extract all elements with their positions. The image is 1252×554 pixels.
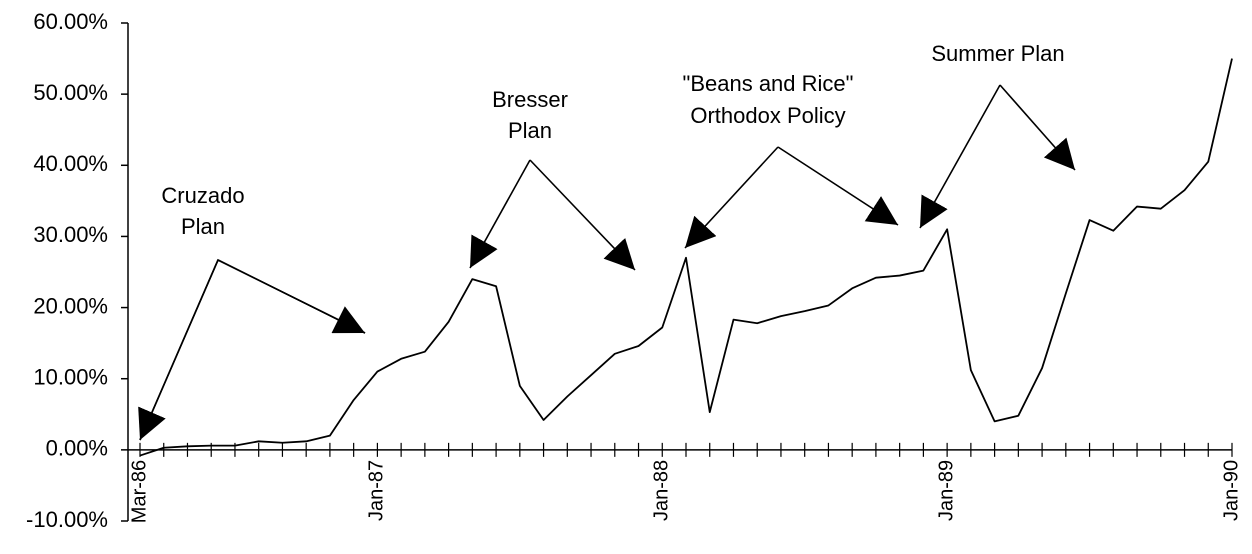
annotation: Orthodox Policy <box>690 103 845 128</box>
x-tick-label: Jan-87 <box>366 460 388 521</box>
annotation: Plan <box>508 118 552 143</box>
y-tick-label: 20.00% <box>33 293 108 318</box>
arrow <box>139 258 366 441</box>
annotation: Bresser <box>492 87 568 112</box>
y-tick-label: 60.00% <box>33 9 108 34</box>
arrow <box>469 159 531 269</box>
arrow <box>777 146 899 226</box>
x-tick-label: Jan-88 <box>651 460 673 521</box>
arrow <box>999 84 1076 171</box>
y-tick-label: 50.00% <box>33 80 108 105</box>
annotations: Cruzado Plan Bresser Plan "Beans and Ric… <box>161 41 1064 239</box>
y-tick-label: 40.00% <box>33 151 108 176</box>
y-tick-label: 10.00% <box>33 365 108 390</box>
data-line <box>139 58 1233 457</box>
annotation: "Beans and Rice" <box>683 71 854 96</box>
arrow <box>138 259 219 441</box>
arrow <box>217 259 366 334</box>
y-tick-label: -10.00% <box>26 507 108 532</box>
x-tick-label: Jan-89 <box>935 460 957 521</box>
annotation-arrows <box>138 84 1076 441</box>
arrow <box>529 159 636 271</box>
x-tick-label: Jan-90 <box>1220 460 1242 521</box>
annotation: Plan <box>181 214 225 239</box>
y-tick-label: 0.00% <box>46 436 108 461</box>
y-tick-label: 30.00% <box>33 222 108 247</box>
arrow <box>684 146 779 249</box>
arrow <box>919 84 1001 229</box>
annotation: Summer Plan <box>931 41 1064 66</box>
annotation: Cruzado <box>161 183 244 208</box>
x-tick-label: Mar-86 <box>128 460 150 523</box>
